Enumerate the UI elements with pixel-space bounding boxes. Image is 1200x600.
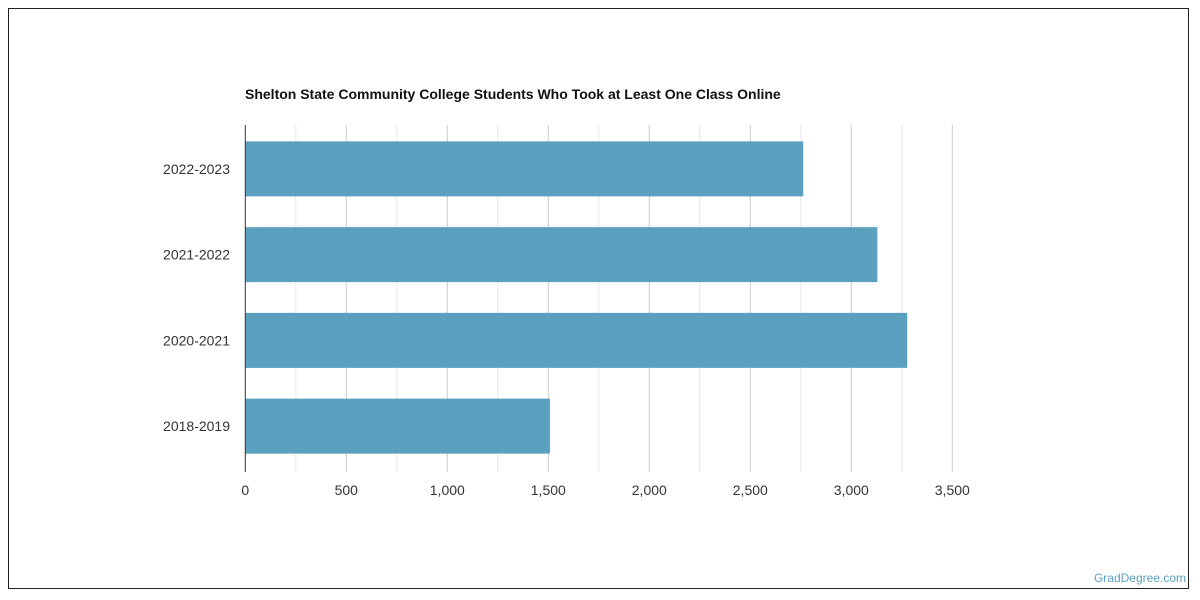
- x-tick-label: 0: [241, 482, 249, 498]
- bar: [245, 141, 804, 197]
- bar: [245, 398, 550, 454]
- brand-link[interactable]: GradDegree.com: [1093, 571, 1186, 585]
- chart-frame: [8, 8, 1189, 589]
- y-tick-label: 2020-2021: [163, 332, 230, 348]
- bar: [245, 312, 908, 368]
- x-tick-label: 2,500: [733, 482, 768, 498]
- x-tick-label: 1,500: [531, 482, 566, 498]
- x-tick-label: 500: [335, 482, 359, 498]
- y-tick-label: 2022-2023: [163, 161, 230, 177]
- x-tick-label: 2,000: [632, 482, 667, 498]
- x-tick-label: 3,500: [935, 482, 970, 498]
- x-tick-label: 3,000: [834, 482, 869, 498]
- x-tick-label: 1,000: [430, 482, 465, 498]
- y-tick-label: 2021-2022: [163, 247, 230, 263]
- y-tick-label: 2018-2019: [163, 418, 230, 434]
- chart-title: Shelton State Community College Students…: [245, 86, 781, 102]
- bar: [245, 227, 878, 283]
